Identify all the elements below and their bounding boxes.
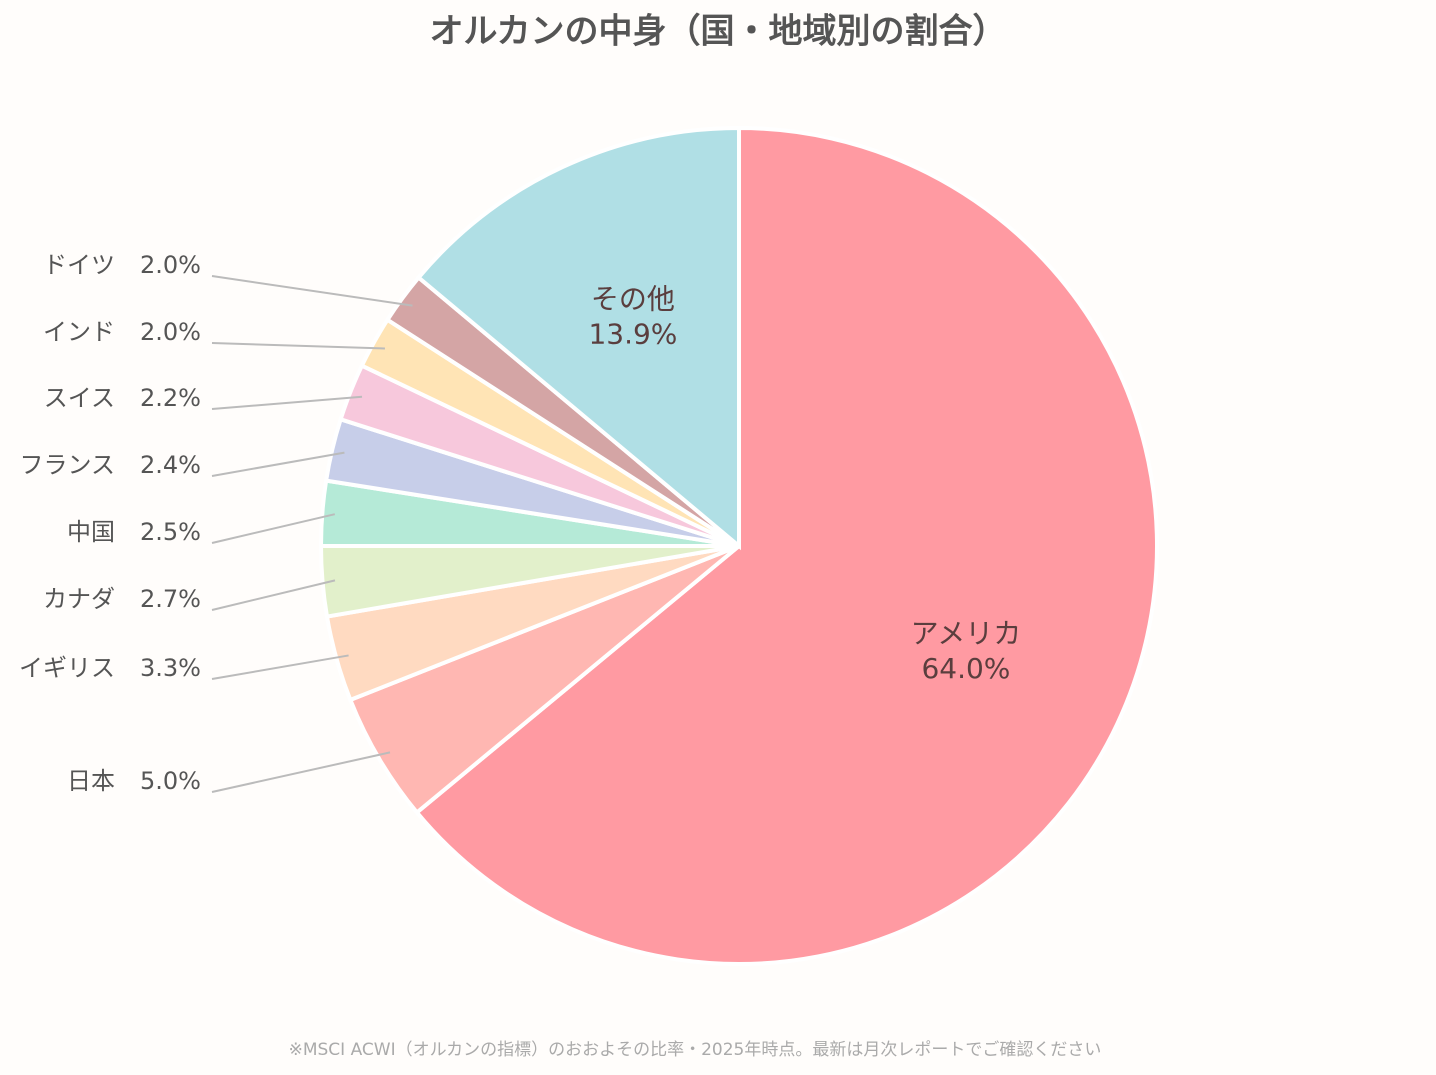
- slice-label: アメリカ: [911, 617, 1022, 650]
- leader-line: [211, 513, 336, 544]
- leader-line: [211, 751, 391, 793]
- outside-label: 中国: [67, 518, 115, 546]
- outside-label: スイス: [44, 384, 115, 412]
- outside-value: 2.0%: [140, 251, 201, 279]
- chart-title: オルカンの中身（国・地域別の割合）: [430, 12, 1007, 52]
- slice-label: その他: [591, 283, 675, 316]
- footnote: ※MSCI ACWI（オルカンの指標）のおおよその比率・2025年時点。最新は月…: [289, 1040, 1102, 1060]
- outside-value: 3.3%: [140, 654, 201, 682]
- outside-value: 2.5%: [140, 518, 201, 546]
- outside-value: 2.7%: [140, 585, 201, 613]
- pie-slice: [415, 125, 741, 551]
- outside-label: インド: [43, 318, 115, 346]
- leader-line: [211, 451, 345, 477]
- leader-line: [211, 579, 336, 611]
- outside-value: 2.4%: [140, 451, 201, 479]
- outside-value: 2.2%: [140, 384, 201, 412]
- leader-line: [211, 654, 349, 680]
- leader-line: [211, 275, 413, 307]
- outside-label: フランス: [19, 451, 115, 479]
- leader-line: [211, 395, 363, 410]
- outside-value: 5.0%: [140, 767, 201, 795]
- outside-value: 2.0%: [140, 318, 201, 346]
- slice-value: 13.9%: [588, 318, 677, 351]
- outside-label: 日本: [67, 767, 115, 795]
- outside-label: イギリス: [19, 654, 115, 682]
- leader-line: [211, 342, 385, 350]
- outside-label: ドイツ: [43, 251, 115, 279]
- slice-value: 64.0%: [921, 652, 1010, 685]
- pie-slice: [414, 125, 1159, 966]
- outside-label: カナダ: [43, 585, 115, 613]
